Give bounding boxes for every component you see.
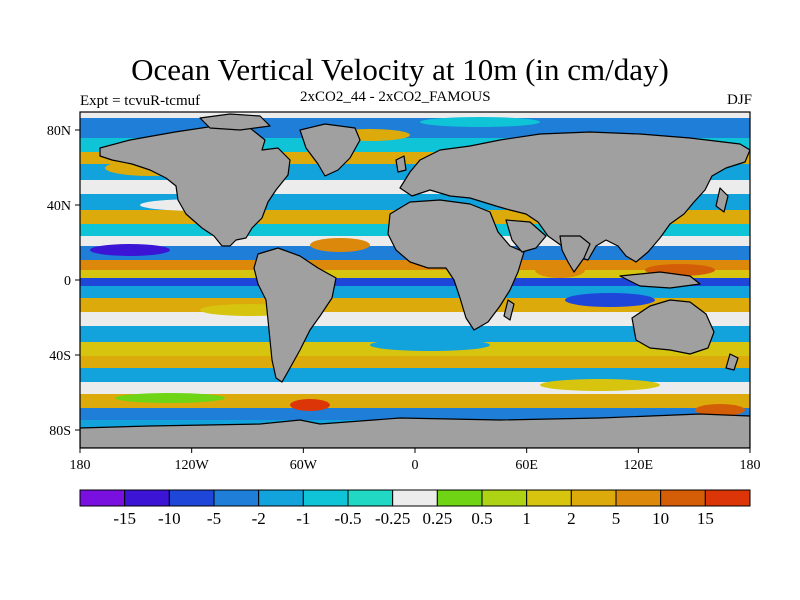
x-tick-label: 60W: [290, 458, 318, 473]
x-tick-label: 120W: [175, 458, 210, 473]
colorbar-label: -1: [296, 509, 310, 528]
colorbar-label: 2: [567, 509, 576, 528]
japan: [715, 187, 729, 213]
colorbar-swatch: [570, 489, 617, 507]
colorbar-label: 1: [522, 509, 531, 528]
africa: [387, 199, 525, 331]
x-axis-ticks: 180 120W 60W 0 60E 120E 180: [70, 448, 761, 473]
colorbar-label: -10: [158, 509, 181, 528]
experiment-label: Expt = tcvuR-tcmuf: [80, 93, 201, 109]
x-tick-label: 0: [412, 458, 419, 473]
colorbar-label: -2: [252, 509, 266, 528]
colorbar-label: -5: [207, 509, 221, 528]
arctic-islands: [199, 113, 271, 131]
colorbar-label: 15: [697, 509, 714, 528]
colorbar-swatch: [481, 489, 528, 507]
colorbar-swatch: [347, 489, 394, 507]
land-masses: [80, 113, 750, 448]
colorbar-swatch: [526, 489, 572, 507]
indonesia: [619, 271, 701, 289]
season-label: DJF: [726, 92, 752, 108]
colorbar-swatch: [258, 489, 304, 507]
colorbar-label: 10: [652, 509, 669, 528]
x-tick-label: 60E: [515, 458, 538, 473]
x-tick-label: 120E: [624, 458, 654, 473]
new-zealand: [725, 353, 739, 371]
greenland: [299, 123, 361, 177]
colorbar-swatch: [660, 489, 706, 507]
colorbar-swatch: [168, 489, 215, 507]
comparison-label: 2xCO2_44 - 2xCO2_FAMOUS: [300, 89, 491, 105]
y-tick-label: 40N: [47, 199, 71, 214]
north-america: [99, 125, 291, 247]
india: [559, 235, 591, 273]
eurasia: [399, 131, 750, 263]
arabia: [505, 219, 547, 253]
y-tick-label: 40S: [49, 349, 71, 364]
british-isles: [395, 155, 407, 173]
x-tick-label: 180: [740, 458, 761, 473]
colorbar-label: -0.5: [335, 509, 362, 528]
x-tick-label: 180: [70, 458, 91, 473]
map-title: Ocean Vertical Velocity at 10m (in cm/da…: [131, 52, 669, 87]
colorbar-label: 0.5: [471, 509, 492, 528]
colorbar-swatch: [704, 489, 751, 507]
y-tick-label: 80S: [49, 424, 71, 439]
south-america: [253, 247, 337, 383]
australia: [631, 299, 715, 355]
colorbar-swatch: [124, 489, 170, 507]
antarctica: [80, 413, 750, 448]
colorbar: -15 -10 -5 -2 -1 -0.5 -0.25 0.25 0.5 1 2 5 10 15: [79, 489, 751, 528]
madagascar: [503, 299, 515, 321]
colorbar-swatch: [436, 489, 483, 507]
y-tick-label: 0: [64, 274, 71, 289]
colorbar-label: 0.25: [422, 509, 452, 528]
colorbar-swatch: [615, 489, 662, 507]
colorbar-label: 5: [612, 509, 621, 528]
y-axis-ticks: 80N 40N 0 40S 80S: [47, 124, 80, 439]
colorbar-label: -15: [113, 509, 136, 528]
colorbar-swatch: [302, 489, 349, 507]
y-tick-label: 80N: [47, 124, 71, 139]
colorbar-swatch: [79, 489, 126, 507]
colorbar-swatch: [213, 489, 260, 507]
colorbar-swatch: [392, 489, 438, 507]
colorbar-label: -0.25: [375, 509, 410, 528]
